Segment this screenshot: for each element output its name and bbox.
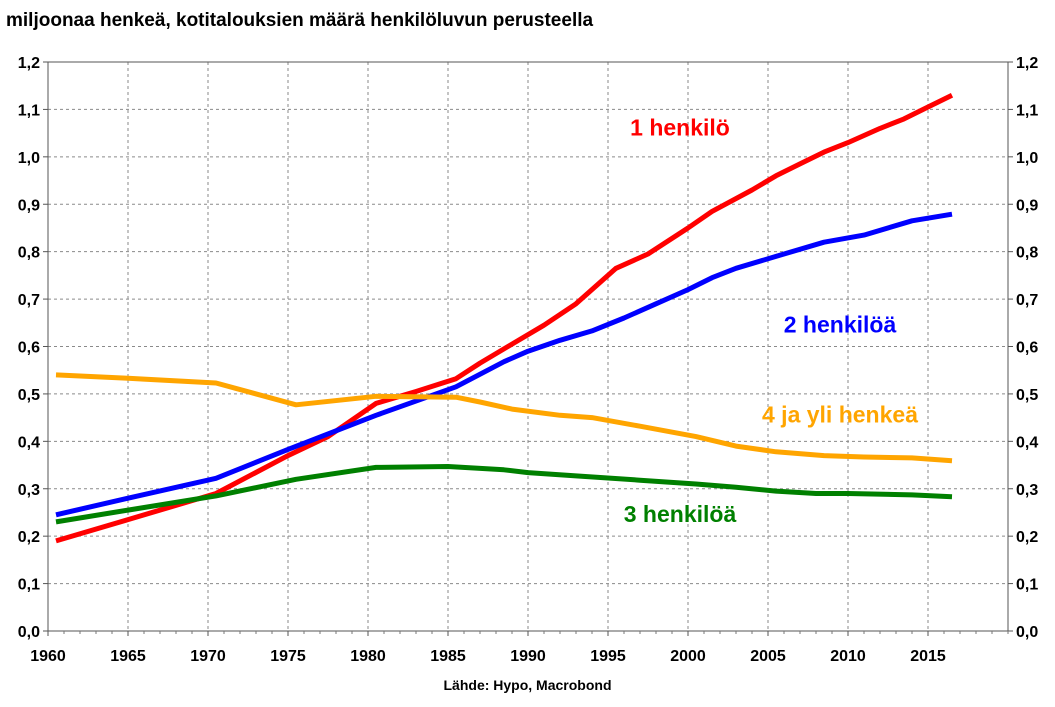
x-tick-label: 1985 <box>430 648 466 665</box>
x-tick-label: 1970 <box>190 648 226 665</box>
series-label: 1 henkilö <box>630 114 730 140</box>
x-tick-label: 2015 <box>910 648 946 665</box>
y-tick-label-right: 0,2 <box>1016 529 1038 546</box>
x-tick-label: 1965 <box>110 648 146 665</box>
x-tick-label: 1975 <box>270 648 306 665</box>
y-tick-label-left: 0,8 <box>18 245 40 262</box>
series-label: 3 henkilöä <box>624 501 737 527</box>
y-tick-label-left: 1,2 <box>18 55 40 72</box>
axis-ticks: 0,0 0,0 0,1 0,1 0,2 0,2 0,3 0,3 0,4 0,4 0,5 0,5 0,6 0… <box>18 55 1039 665</box>
series-labels: 1 henkilö 2 henkilöä 4 ja yli henkeä 3 henk… <box>624 114 918 526</box>
y-tick-label-right: 0,3 <box>1016 482 1038 499</box>
x-tick-label: 1980 <box>350 648 386 665</box>
y-tick-label-left: 0,2 <box>18 529 40 546</box>
y-tick-label-left: 0,1 <box>18 577 40 594</box>
x-tick-label: 1995 <box>590 648 626 665</box>
source-note: Lähde: Hypo, Macrobond <box>443 677 612 693</box>
series-line <box>55 211 953 518</box>
y-tick-label-left: 1,0 <box>18 150 40 167</box>
series-line <box>55 464 953 525</box>
series-line <box>55 92 954 544</box>
y-tick-label-right: 1,1 <box>1016 102 1038 119</box>
y-tick-label-left: 0,5 <box>18 387 40 404</box>
series-label: 4 ja yli henkeä <box>762 401 918 427</box>
y-tick-label-left: 1,1 <box>18 102 40 119</box>
x-tick-label: 1990 <box>510 648 546 665</box>
y-tick-label-right: 0,0 <box>1016 624 1038 641</box>
y-tick-label-left: 0,3 <box>18 482 40 499</box>
series-line <box>55 372 953 464</box>
x-tick-label: 2000 <box>670 648 706 665</box>
y-tick-label-right: 1,0 <box>1016 150 1038 167</box>
y-tick-label-right: 0,5 <box>1016 387 1038 404</box>
series-lines <box>55 92 954 544</box>
grid-lines <box>48 62 1008 631</box>
y-tick-label-left: 0,6 <box>18 340 40 357</box>
series-label: 2 henkilöä <box>784 311 897 337</box>
y-tick-label-right: 0,7 <box>1016 292 1038 309</box>
y-tick-label-right: 0,8 <box>1016 245 1038 262</box>
chart-title: miljoonaa henkeä, kotitalouksien määrä h… <box>6 10 594 31</box>
y-tick-label-left: 0,4 <box>18 434 40 451</box>
y-tick-label-left: 0,9 <box>18 197 40 214</box>
y-tick-label-right: 0,9 <box>1016 197 1038 214</box>
y-tick-label-right: 0,6 <box>1016 340 1038 357</box>
y-tick-label-right: 0,4 <box>1016 434 1038 451</box>
y-tick-label-left: 0,0 <box>18 624 40 641</box>
y-tick-label-right: 1,2 <box>1016 55 1038 72</box>
y-tick-label-left: 0,7 <box>18 292 40 309</box>
y-tick-label-right: 0,1 <box>1016 577 1038 594</box>
x-tick-label: 1960 <box>30 648 66 665</box>
x-tick-label: 2005 <box>750 648 786 665</box>
x-tick-label: 2010 <box>830 648 866 665</box>
